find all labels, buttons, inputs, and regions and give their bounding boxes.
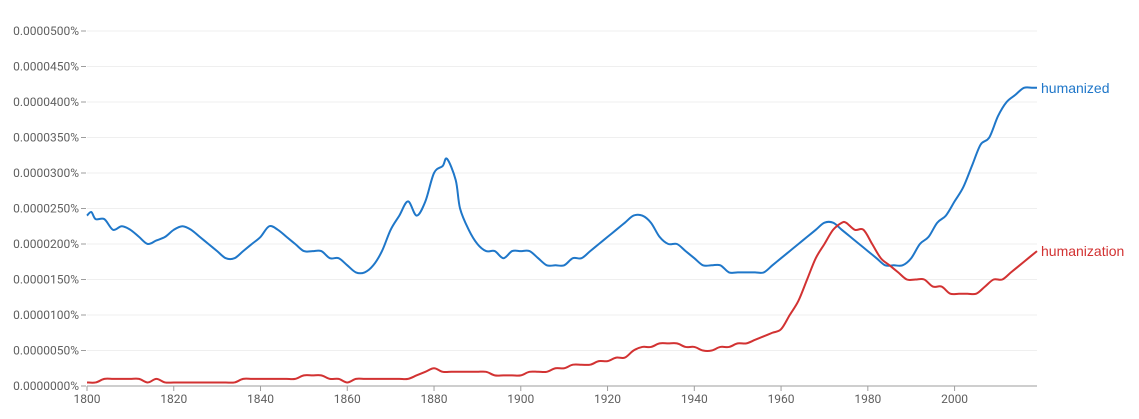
y-tick-label: 0.0000000% xyxy=(13,379,79,393)
y-tick-label: 0.0000150% xyxy=(13,273,79,287)
x-tick-label: 1980 xyxy=(854,392,881,406)
y-tick-label: 0.0000350% xyxy=(13,131,79,145)
y-axis: 0.0000000% 0.0000050% 0.0000100% 0.0000150%… xyxy=(13,24,86,393)
y-tick-label: 0.0000500% xyxy=(13,24,79,38)
x-tick-label: 1880 xyxy=(421,392,448,406)
y-tick-label: 0.0000450% xyxy=(13,60,79,74)
gridlines xyxy=(87,30,1037,351)
x-tick-label: 1840 xyxy=(247,392,274,406)
x-tick-label: 1960 xyxy=(768,392,795,406)
x-tick-label: 1940 xyxy=(681,392,708,406)
x-tick-label: 1800 xyxy=(74,392,101,406)
series-label-humanized[interactable]: humanized xyxy=(1041,80,1110,96)
x-tick-label: 1900 xyxy=(507,392,534,406)
series-labels: humanized humanization xyxy=(1041,80,1124,259)
y-tick-label: 0.0000200% xyxy=(13,237,79,251)
x-tick-label: 1920 xyxy=(594,392,621,406)
x-tick-label: 1820 xyxy=(160,392,187,406)
x-tick-label: 1860 xyxy=(334,392,361,406)
y-tick-label: 0.0000300% xyxy=(13,166,79,180)
series-line-humanized[interactable] xyxy=(86,86,1037,275)
series-lines xyxy=(86,86,1038,384)
y-tick-label: 0.0000100% xyxy=(13,308,79,322)
x-axis: 1800 1820 1840 1860 1880 1900 1920 1940 1960 1980… xyxy=(74,385,1037,406)
x-tick-label: 2000 xyxy=(941,392,968,406)
series-label-humanization[interactable]: humanization xyxy=(1041,243,1124,259)
y-tick-label: 0.0000050% xyxy=(13,344,79,358)
y-tick-label: 0.0000250% xyxy=(13,202,79,216)
y-tick-label: 0.0000400% xyxy=(13,95,79,109)
series-line-humanization[interactable] xyxy=(86,220,1038,384)
